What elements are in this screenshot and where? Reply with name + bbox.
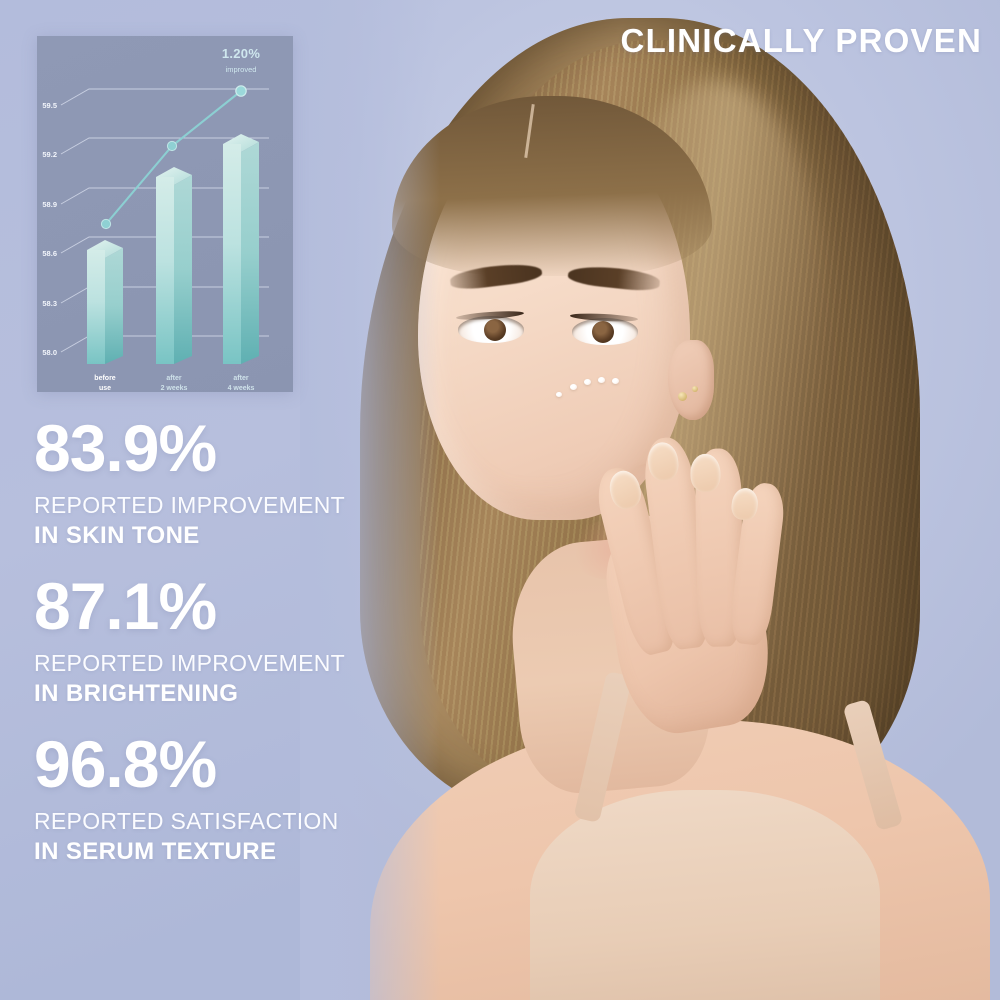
y-tick: 59.2: [42, 150, 57, 159]
serum-dot: [612, 378, 619, 384]
earring-stud: [678, 392, 687, 401]
photo-edge-fade: [300, 0, 440, 1000]
stat-block-serum-texture: 96.8% REPORTED SATISFACTION IN SERUM TEX…: [34, 726, 364, 866]
y-tick: 58.0: [42, 348, 57, 357]
x-tick-line1: before: [94, 375, 116, 382]
chart-trend-line: [100, 85, 247, 230]
serum-dots: [300, 0, 1000, 1000]
annotation-caption: improved: [226, 65, 257, 74]
trend-marker: [166, 140, 178, 152]
ear: [668, 340, 714, 420]
chart-annotation: 1.20% improved: [222, 46, 261, 74]
bar-after-2-weeks: [156, 167, 192, 364]
iris-left: [484, 319, 506, 341]
y-tick: 58.6: [42, 249, 57, 258]
bar-after-4-weeks: [223, 134, 259, 364]
stat-caption-line2: IN SKIN TONE: [34, 521, 200, 549]
serum-dot: [598, 377, 605, 383]
stat-block-skin-tone: 83.9% REPORTED IMPROVEMENT IN SKIN TONE: [34, 411, 364, 550]
stat-caption-line1: REPORTED IMPROVEMENT: [34, 649, 345, 676]
stat-block-brightening: 87.1% REPORTED IMPROVEMENT IN BRIGHTENIN…: [34, 568, 364, 708]
x-tick-line2: 2 weeks: [161, 385, 188, 392]
bar-before-use: [87, 240, 123, 364]
stat-percent: 87.1%: [34, 568, 217, 643]
y-tick: 59.5: [42, 101, 57, 110]
stat-caption-line1: REPORTED IMPROVEMENT: [34, 491, 345, 518]
stat-caption-line2: IN BRIGHTENING: [34, 679, 239, 707]
page-title: CLINICALLY PROVEN: [620, 22, 982, 59]
stat-percent: 96.8%: [34, 726, 217, 801]
chart-y-axis-labels: 58.0 58.3 58.6 58.9 59.2 59.5: [42, 101, 57, 357]
y-tick: 58.3: [42, 299, 57, 308]
top-garment: [530, 790, 880, 1000]
x-tick-line2: 4 weeks: [228, 385, 255, 392]
model-photo: [300, 0, 1000, 1000]
y-tick: 58.9: [42, 200, 57, 209]
iris-right: [592, 321, 614, 343]
fingernail: [690, 453, 721, 493]
eye-left: [458, 316, 524, 343]
serum-dot: [584, 379, 591, 385]
trend-marker: [235, 85, 247, 97]
serum-dot: [570, 384, 577, 390]
chart-svg: 58.0 58.3 58.6 58.9 59.2 59.5: [42, 46, 269, 392]
x-tick-line1: after: [233, 375, 248, 382]
x-tick-line1: after: [166, 375, 181, 382]
eye-right: [572, 318, 638, 345]
earring-stud-second: [692, 386, 698, 392]
trend-marker: [100, 218, 112, 230]
clinical-results-chart: 58.0 58.3 58.6 58.9 59.2 59.5: [37, 36, 293, 392]
annotation-value: 1.20%: [222, 46, 261, 61]
stat-percent: 83.9%: [34, 411, 217, 485]
chart-x-axis-labels: before use after 2 weeks after 4 weeks: [94, 375, 254, 392]
serum-dot: [556, 392, 562, 397]
stat-caption-line1: REPORTED SATISFACTION: [34, 807, 339, 834]
stat-caption-line2: IN SERUM TEXTURE: [34, 837, 277, 865]
statistics-list: 83.9% REPORTED IMPROVEMENT IN SKIN TONE …: [34, 411, 364, 890]
x-tick-line2: use: [99, 385, 111, 392]
